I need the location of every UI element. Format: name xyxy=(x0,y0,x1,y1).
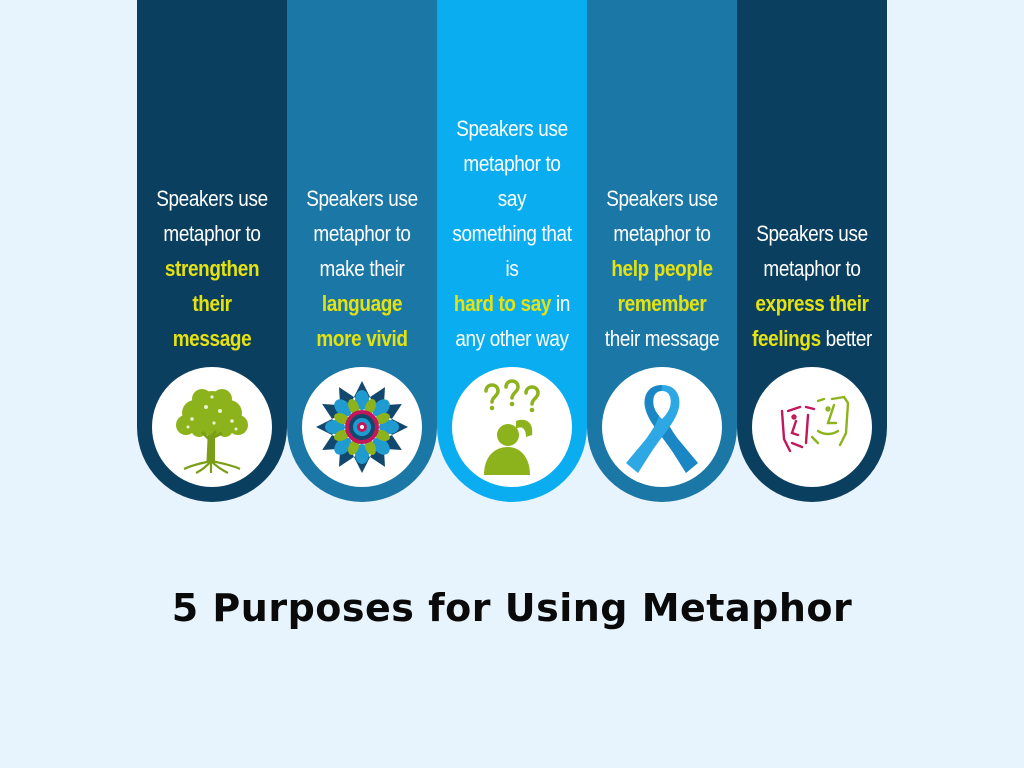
mandala-icon xyxy=(316,381,408,473)
purpose-text-line: metaphor to xyxy=(751,251,873,286)
highlight-text: language xyxy=(321,291,403,316)
highlight-text: strengthen xyxy=(164,256,260,281)
purpose-text-line: Speakers use xyxy=(601,181,723,216)
highlight-text: hard to say xyxy=(453,291,552,316)
purpose-text-line: Speakers use xyxy=(451,111,573,146)
body-text: metaphor to xyxy=(313,221,411,246)
page-title: 5 Purposes for Using Metaphor xyxy=(171,586,853,630)
faces-icon xyxy=(780,395,850,453)
body-text: their message xyxy=(604,326,720,351)
purpose-columns: Speakers use metaphor to strengthen their m… xyxy=(137,0,887,502)
highlight-text: remember xyxy=(617,291,707,316)
body-text: better xyxy=(820,326,873,351)
purpose-text-line: any other way xyxy=(451,321,573,356)
purpose-text-line: metaphor to xyxy=(601,216,723,251)
highlight-text: express their xyxy=(755,291,869,316)
purpose-text-line: metaphor to xyxy=(151,216,273,251)
ribbon-icon xyxy=(626,385,698,473)
body-text: metaphor to xyxy=(613,221,711,246)
body-text: metaphor to xyxy=(163,221,261,246)
purpose-text-line: language xyxy=(301,286,423,321)
body-text: Speakers use xyxy=(606,186,718,211)
body-text: any other way xyxy=(455,326,569,351)
icon-circle-3 xyxy=(452,367,572,487)
purpose-text-1: Speakers use metaphor to strengthen their m… xyxy=(151,181,273,356)
body-text: Speakers use xyxy=(156,186,268,211)
purpose-text-line: Speakers use xyxy=(751,216,873,251)
purpose-text-line: remember xyxy=(601,286,723,321)
purpose-text-line: hard to say in xyxy=(451,286,573,321)
purpose-text-4: Speakers use metaphor to help people rememb… xyxy=(601,181,723,356)
purpose-text-line: their message xyxy=(601,321,723,356)
purpose-text-line: strengthen xyxy=(151,251,273,286)
icon-circle-4 xyxy=(602,367,722,487)
body-text: something that is xyxy=(452,221,572,281)
purpose-text-line: express their xyxy=(751,286,873,321)
icon-circle-2 xyxy=(302,367,422,487)
body-text: in xyxy=(551,291,571,316)
purpose-column-4: Speakers use metaphor to help people rememb… xyxy=(587,0,737,502)
purpose-text-line: their message xyxy=(151,286,273,356)
purpose-text-3: Speakers use metaphor to say something tha… xyxy=(451,111,573,356)
purpose-text-5: Speakers use metaphor to express their feel… xyxy=(751,216,873,356)
purpose-text-line: metaphor to xyxy=(301,216,423,251)
icon-circle-1 xyxy=(152,367,272,487)
icon-circle-5 xyxy=(752,367,872,487)
purpose-text-line: Speakers use xyxy=(151,181,273,216)
highlight-text: more vivid xyxy=(316,326,408,351)
purpose-text-line: Speakers use xyxy=(301,181,423,216)
body-text: metaphor to xyxy=(763,256,861,281)
purpose-text-line: help people xyxy=(601,251,723,286)
body-text: make their xyxy=(319,256,405,281)
purpose-text-line: more vivid xyxy=(301,321,423,356)
purpose-text-line: feelings better xyxy=(751,321,873,356)
purpose-text-line: something that is xyxy=(451,216,573,286)
purpose-text-2: Speakers use metaphor to make their languag… xyxy=(301,181,423,356)
body-text: Speakers use xyxy=(456,116,568,141)
highlight-text: feelings xyxy=(752,326,821,351)
purpose-text-line: metaphor to say xyxy=(451,146,573,216)
purpose-column-2: Speakers use metaphor to make their languag… xyxy=(287,0,437,502)
confused-person-icon xyxy=(484,379,540,475)
purpose-text-line: make their xyxy=(301,251,423,286)
highlight-text: help people xyxy=(611,256,713,281)
purpose-column-5: Speakers use metaphor to express their feel… xyxy=(737,0,887,502)
body-text: Speakers use xyxy=(306,186,418,211)
purpose-column-1: Speakers use metaphor to strengthen their m… xyxy=(137,0,287,502)
highlight-text: their message xyxy=(172,291,252,351)
tree-icon xyxy=(176,389,248,474)
body-text: Speakers use xyxy=(756,221,868,246)
purpose-column-3: Speakers use metaphor to say something tha… xyxy=(437,0,587,502)
body-text: metaphor to say xyxy=(463,151,561,211)
